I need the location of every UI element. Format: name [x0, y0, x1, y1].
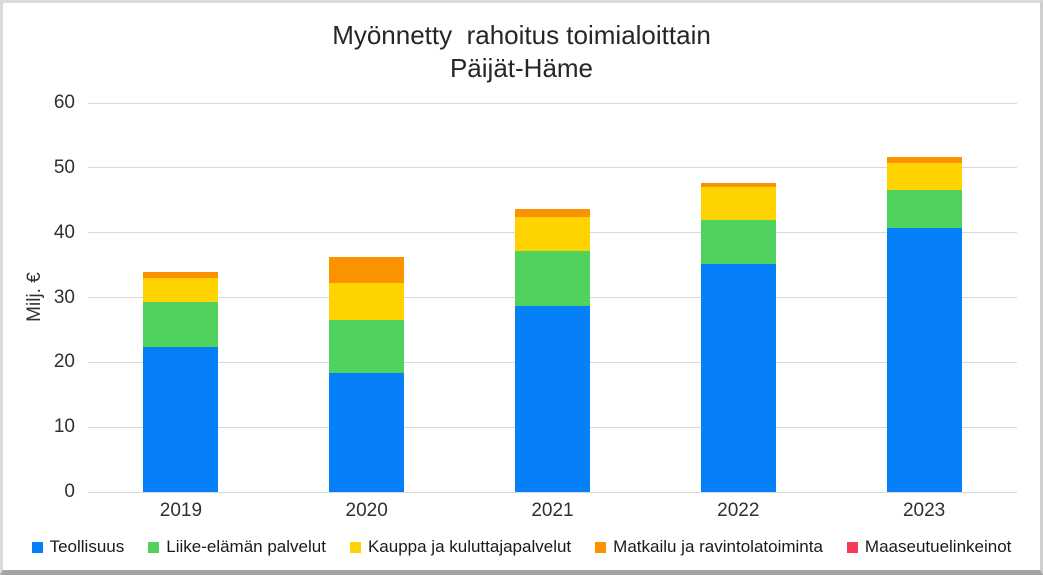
gridline-0 [88, 491, 1017, 493]
y-tick-label-50: 50 [53, 156, 75, 178]
legend-label: Kauppa ja kuluttajapalvelut [367, 537, 572, 556]
y-tick-label-0: 0 [64, 481, 75, 502]
bar-2023 [886, 103, 962, 492]
x-tick-label-2023: 2023 [902, 500, 946, 521]
legend-item: Teollisuus [31, 537, 125, 557]
bar-segment-2019-kauppa-ja-kuluttajapalvelut [143, 278, 219, 303]
legend-swatch-icon [846, 541, 858, 553]
chart-title: Myönnetty rahoitus toimialoittain Päijät… [3, 19, 1040, 85]
chart-title-line2: Päijät-Häme [449, 53, 594, 83]
legend: Teollisuus Liike-elämän palvelut Kauppa ja… [3, 537, 1040, 557]
bar-segment-2022-matkailu-ja-ravintolatoiminta [700, 182, 776, 188]
y-tick-label-60: 60 [53, 92, 75, 113]
bar-segment-2023-liike-elämän-palvelut [886, 189, 962, 229]
legend-swatch-icon [148, 541, 160, 553]
gridline-60 [88, 102, 1017, 104]
legend-swatch-icon [349, 541, 361, 553]
y-tick-label-40: 40 [53, 221, 75, 243]
bar-segment-2022-liike-elämän-palvelut [700, 219, 776, 265]
bar-2020 [329, 103, 405, 492]
plot-area: 2019 2020 2021 2022 2023 [88, 102, 1017, 521]
x-tick-label-2020: 2020 [345, 500, 388, 521]
bar-segment-2019-liike-elämän-palvelut [143, 302, 219, 348]
bar-segment-2022-teollisuus [700, 264, 776, 492]
bar-segment-2020-matkailu-ja-ravintolatoiminta [329, 256, 405, 283]
legend-item: Matkailu ja ravintolatoiminta [595, 537, 823, 557]
legend-swatch-icon [595, 541, 607, 553]
y-tick-label-20: 20 [53, 351, 75, 373]
bar-2021 [515, 103, 590, 492]
bar-2019 [143, 103, 219, 492]
bar-segment-2023-kauppa-ja-kuluttajapalvelut [886, 162, 962, 190]
bar-segment-2019-teollisuus [143, 347, 219, 492]
bar-segment-2021-liike-elämän-palvelut [515, 251, 590, 306]
bar-segment-2019-matkailu-ja-ravintolatoiminta [143, 272, 219, 279]
bar-segment-2023-matkailu-ja-ravintolatoiminta [886, 157, 962, 163]
legend-item: Kauppa ja kuluttajapalvelut [349, 537, 572, 557]
bar-segment-2020-liike-elämän-palvelut [329, 319, 405, 373]
x-tick-label-2021: 2021 [531, 500, 574, 521]
legend-label: Teollisuus [49, 537, 125, 556]
gridline-50 [88, 167, 1017, 169]
y-tick-label-10: 10 [53, 416, 75, 438]
bar-segment-2022-kauppa-ja-kuluttajapalvelut [700, 187, 776, 220]
bar-segment-2020-teollisuus [329, 372, 405, 492]
bar-segment-2021-teollisuus [515, 305, 590, 492]
legend-label: Maaseutuelinkeinot [864, 537, 1012, 556]
x-tick-label-2022: 2022 [717, 500, 760, 521]
legend-label: Matkailu ja ravintolatoiminta [613, 537, 823, 556]
legend-swatch-icon [31, 541, 43, 553]
legend-label: Liike-elämän palvelut [166, 537, 326, 556]
bar-segment-2020-kauppa-ja-kuluttajapalvelut [329, 282, 405, 320]
x-tick-label-2019: 2019 [159, 500, 203, 521]
legend-item: Liike-elämän palvelut [148, 537, 326, 557]
bar-segment-2021-kauppa-ja-kuluttajapalvelut [515, 217, 590, 252]
bar-segment-2021-matkailu-ja-ravintolatoiminta [515, 209, 590, 218]
bar-2022 [700, 103, 776, 492]
chart-title-line1: Myönnetty rahoitus toimialoittain [332, 20, 711, 50]
bar-segment-2023-teollisuus [886, 228, 962, 492]
y-tick-label-30: 30 [53, 286, 75, 308]
legend-item: Maaseutuelinkeinot [846, 537, 1012, 557]
